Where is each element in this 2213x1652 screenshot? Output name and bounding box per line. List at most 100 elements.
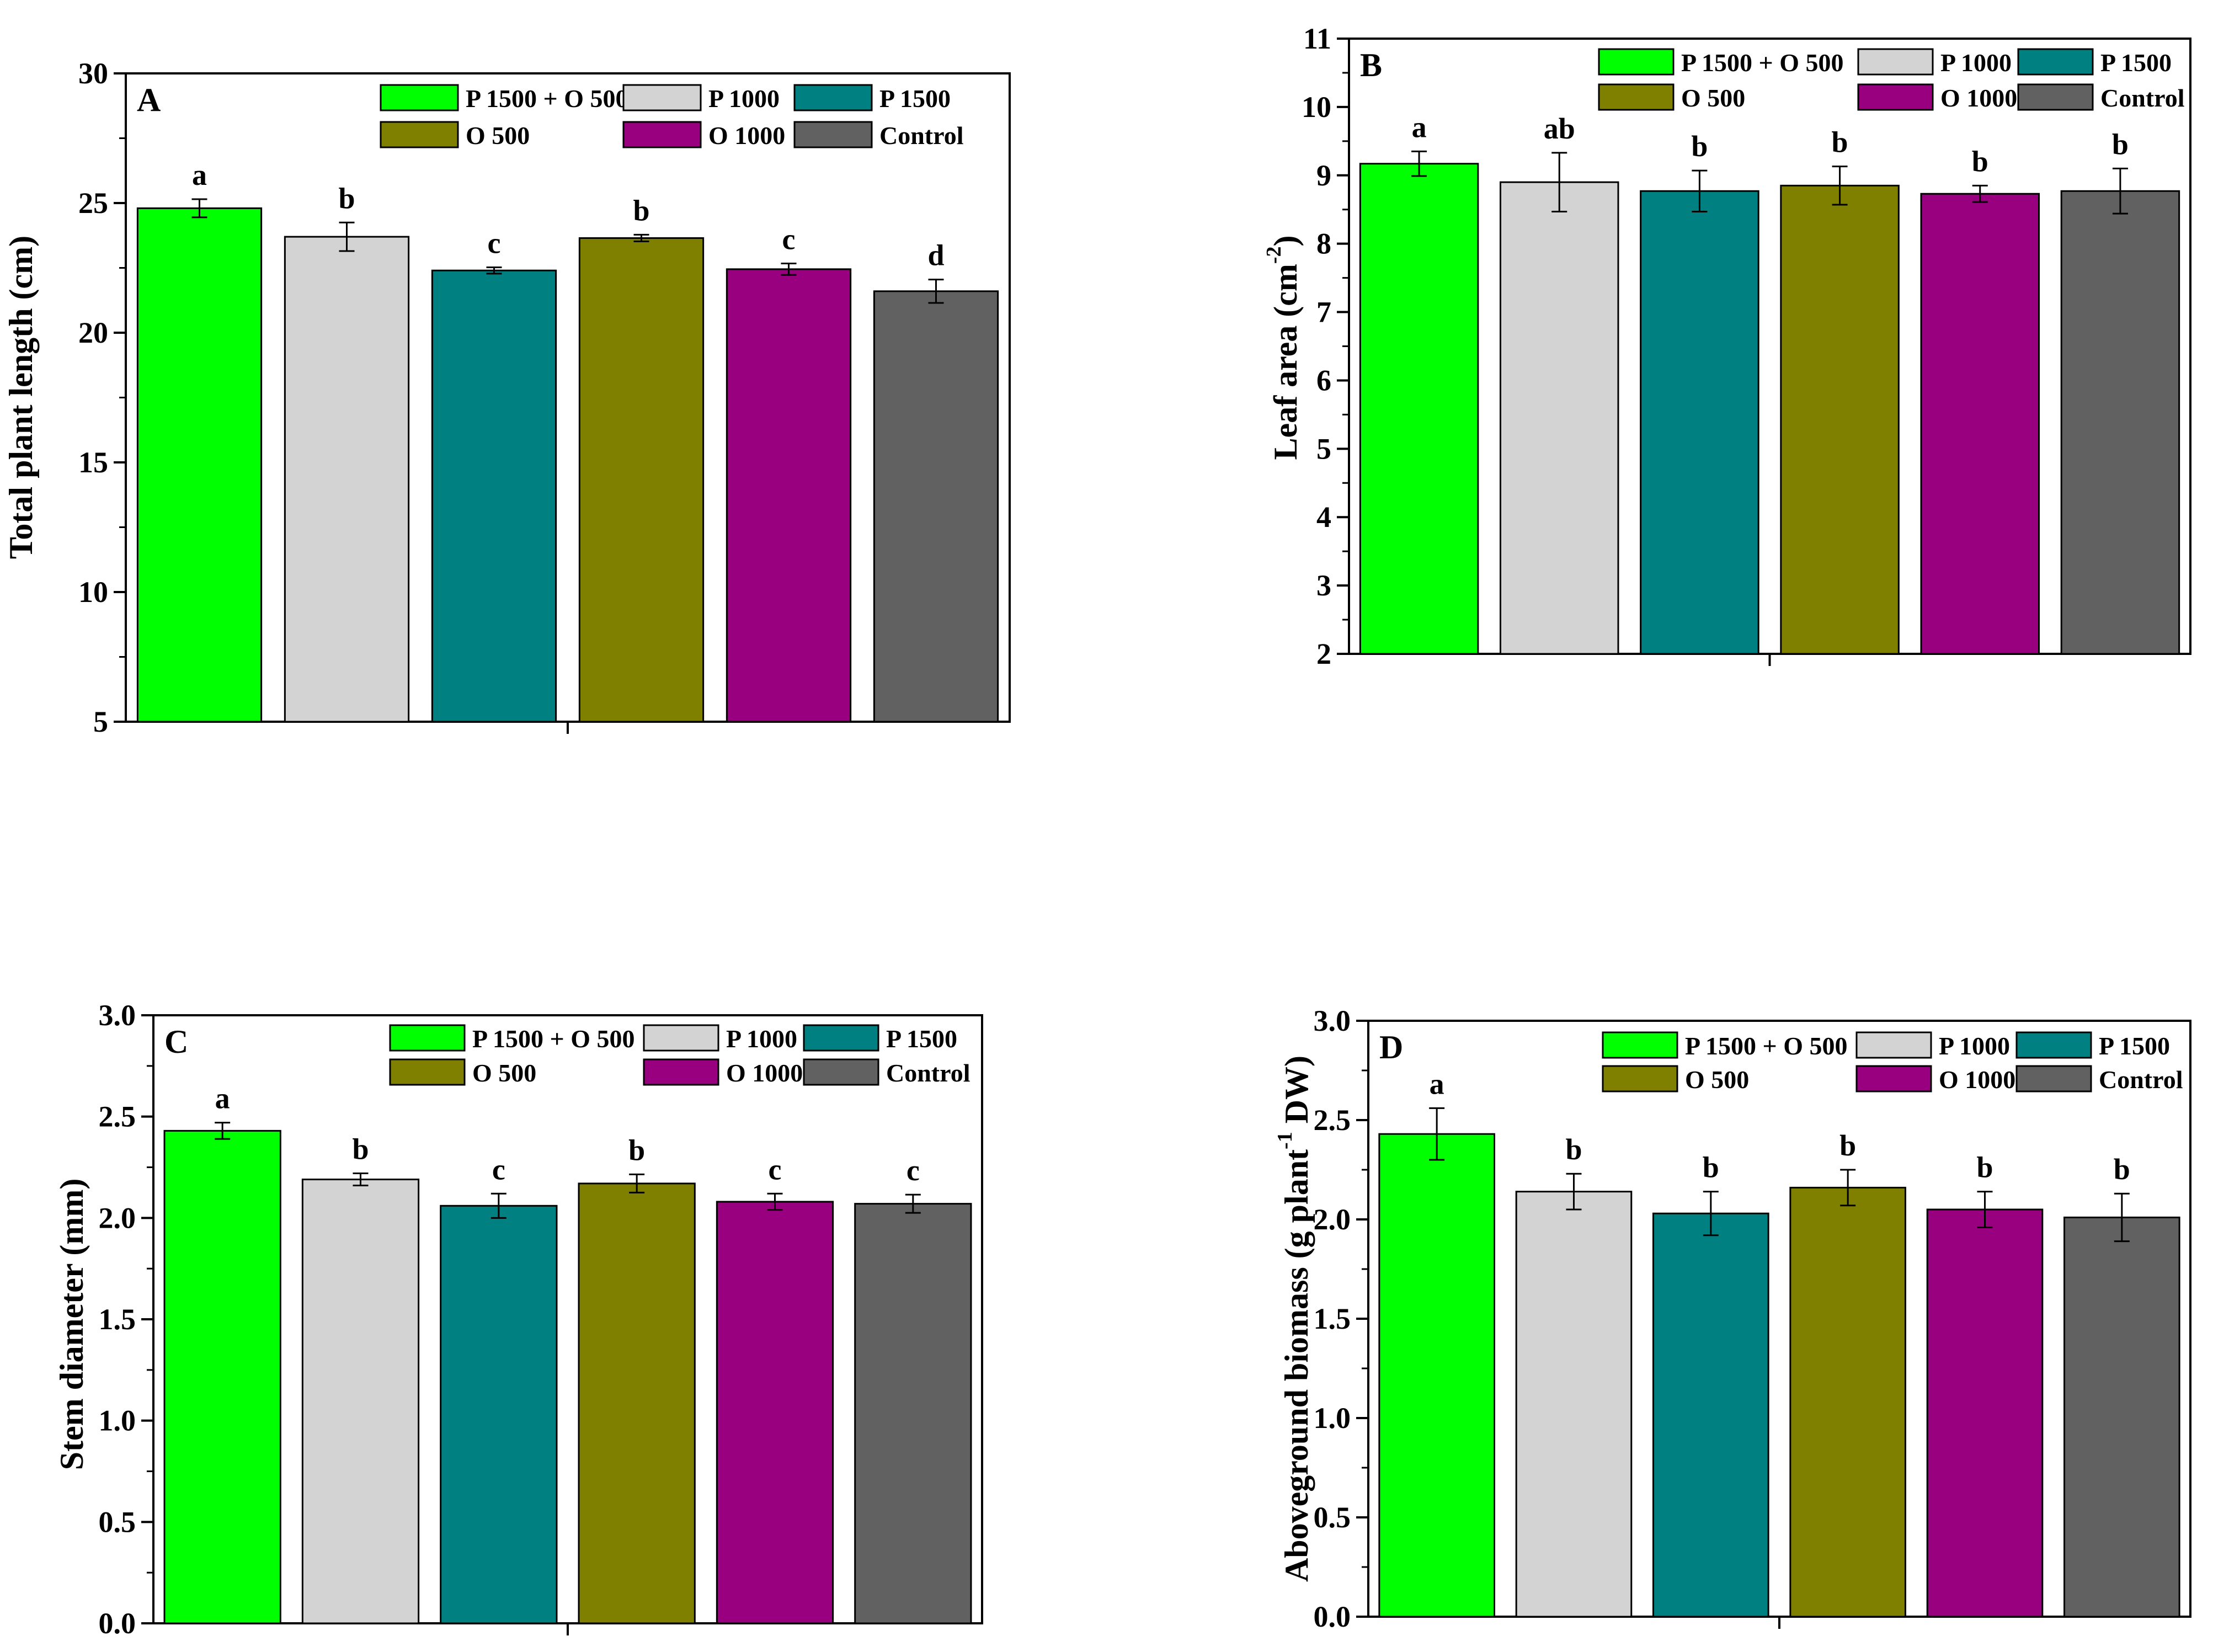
y-axis-title: Leaf area (cm-2) (1262, 235, 1304, 460)
legend-label: P 1500 + O 500 (466, 84, 628, 113)
significance-label: ab (1544, 112, 1575, 145)
significance-label: b (338, 182, 355, 215)
legend-label: P 1000 (726, 1025, 797, 1053)
legend-label: O 1000 (726, 1059, 803, 1087)
legend-label: O 500 (1681, 84, 1745, 112)
bar (578, 237, 705, 723)
legend-label: P 1000 (708, 84, 780, 113)
legend-swatch (1855, 1065, 1932, 1093)
panel-letter: A (137, 82, 161, 118)
significance-label: a (215, 1082, 230, 1115)
y-tick-label: 3.0 (99, 999, 136, 1032)
y-tick-label: 0.5 (99, 1505, 136, 1538)
bar (1926, 1208, 2044, 1618)
y-axis-title: Total plant length (cm) (3, 236, 39, 559)
y-tick-label: 0.5 (1314, 1501, 1351, 1534)
significance-label: b (1703, 1151, 1719, 1184)
y-tick-label: 1.5 (1314, 1302, 1351, 1335)
legend-label: P 1500 + O 500 (1681, 49, 1844, 77)
y-tick-label: 2.5 (1314, 1104, 1351, 1137)
legend-swatch (389, 1024, 466, 1052)
legend-label: P 1500 (879, 84, 951, 113)
legend-label: O 500 (472, 1059, 536, 1087)
legend-label: P 1500 + O 500 (1685, 1032, 1848, 1060)
legend-label: Control (2100, 84, 2185, 112)
legend-swatch (803, 1024, 879, 1052)
significance-label: b (1832, 126, 1848, 159)
bar (2063, 1216, 2180, 1618)
y-tick-label: 20 (78, 316, 108, 349)
panel-a: 5 10 15 20 25 30 Total plant length (cm) Aa b c b c… (3, 57, 1011, 738)
bar (2060, 190, 2180, 655)
y-tick-label: 1.0 (99, 1404, 136, 1437)
significance-label: a (1430, 1067, 1444, 1100)
significance-label: b (352, 1133, 369, 1166)
significance-label: a (192, 158, 207, 191)
significance-label: c (488, 227, 501, 260)
bar (854, 1203, 972, 1624)
significance-label: c (906, 1154, 920, 1187)
significance-label: c (769, 1153, 782, 1186)
legend-swatch (622, 121, 702, 148)
y-tick-label: 2 (1316, 637, 1331, 670)
y-tick-label: 6 (1316, 364, 1331, 397)
y-tick-label: 1.0 (1314, 1401, 1351, 1435)
panel-letter: C (164, 1024, 188, 1060)
legend-label: P 1500 (2100, 49, 2172, 77)
legend-swatch (2015, 1031, 2092, 1059)
bar (726, 268, 852, 723)
bar (163, 1129, 281, 1624)
legend-label: O 1000 (1939, 1065, 2015, 1094)
legend-label: O 500 (1685, 1065, 1749, 1094)
bar (873, 290, 999, 723)
significance-label: b (1565, 1133, 1582, 1166)
legend-label: Control (879, 121, 964, 150)
legend-swatch (643, 1058, 719, 1086)
significance-label: b (633, 194, 649, 227)
legend-swatch (380, 121, 459, 148)
legend-swatch (1598, 48, 1675, 76)
legend-label: P 1500 + O 500 (472, 1025, 635, 1053)
y-tick-label: 25 (78, 186, 108, 220)
legend-swatch (1857, 48, 1934, 76)
y-tick-label: 7 (1316, 296, 1331, 329)
bar (1640, 190, 1759, 655)
y-tick-label: 10 (78, 575, 108, 609)
y-tick-label: 30 (78, 57, 108, 90)
y-tick-label: 2.0 (1314, 1203, 1351, 1236)
bar (440, 1205, 558, 1624)
significance-label: a (1412, 110, 1427, 143)
bar (1780, 184, 1900, 655)
y-tick-label: 0.0 (99, 1607, 136, 1640)
significance-label: b (1976, 1151, 1993, 1184)
legend-label: P 1500 (886, 1025, 957, 1053)
y-tick-label: 10 (1302, 90, 1331, 124)
legend-swatch (643, 1024, 719, 1052)
bar (1515, 1191, 1633, 1618)
legend-label: Control (2099, 1065, 2183, 1094)
significance-label: c (492, 1153, 505, 1186)
legend-swatch (1598, 83, 1675, 111)
y-tick-label: 5 (93, 705, 108, 738)
panel-letter: B (1360, 47, 1382, 83)
legend-swatch (793, 121, 873, 148)
bar (1789, 1186, 1906, 1618)
y-tick-label: 2.0 (99, 1201, 136, 1234)
bar (578, 1182, 696, 1624)
legend-swatch (793, 84, 873, 111)
significance-label: b (1972, 145, 1988, 178)
bar (1378, 1133, 1495, 1618)
legend-swatch (389, 1058, 466, 1086)
significance-label: b (1839, 1129, 1856, 1162)
bar (284, 236, 410, 723)
y-tick-label: 8 (1316, 227, 1331, 260)
y-tick-label: 3.0 (1314, 1004, 1351, 1037)
y-tick-label: 3 (1316, 569, 1331, 602)
significance-label: b (2112, 127, 2129, 161)
legend-swatch (1855, 1031, 1932, 1059)
legend-swatch (2017, 48, 2094, 76)
y-tick-label: 0.0 (1314, 1600, 1351, 1633)
legend-swatch (803, 1058, 879, 1086)
y-axis-title: Aboveground biomass (g plant-1 DW) (1273, 1056, 1315, 1582)
